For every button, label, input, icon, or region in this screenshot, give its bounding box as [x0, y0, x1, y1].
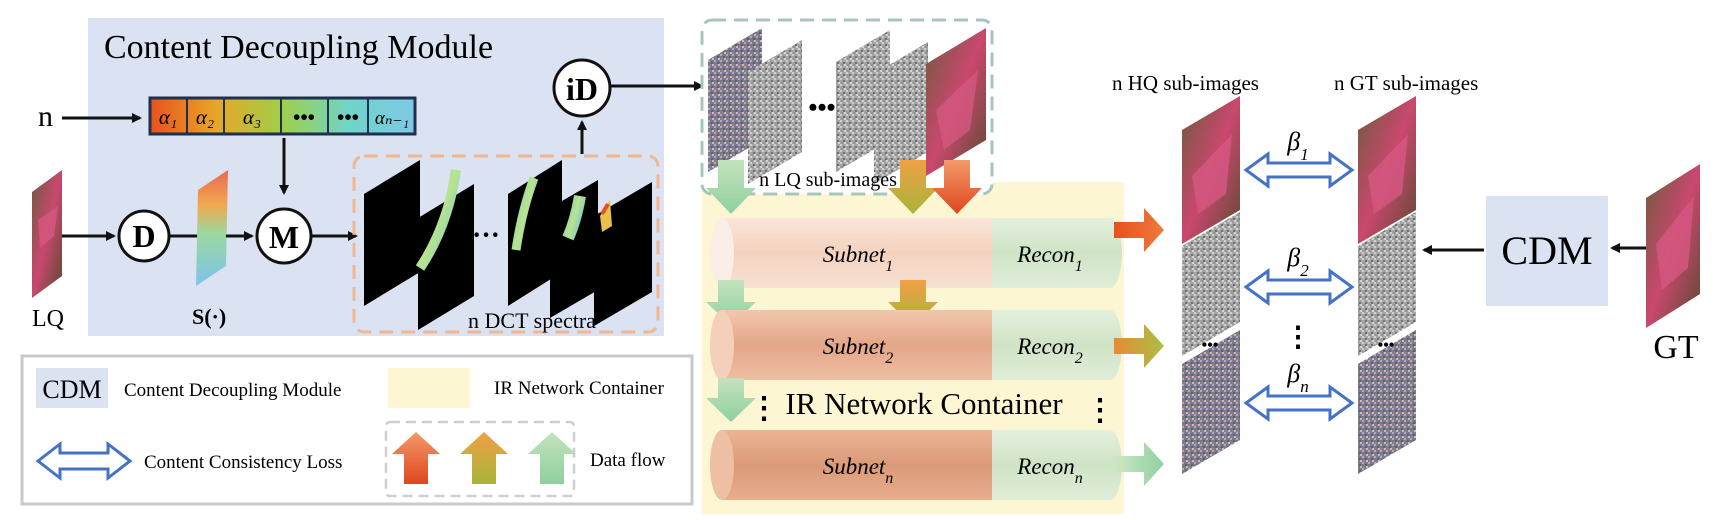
recon-1-label: Recon1: [1016, 242, 1082, 275]
subnet-row-2: Subnet2 Recon2: [710, 310, 1122, 380]
dct-spectra: [364, 160, 652, 330]
legend-cdm-swatch: [36, 368, 108, 408]
mask-operator-label: M: [269, 219, 299, 255]
alpha-cell-1: α₁: [159, 105, 177, 129]
flow-arrow-green-3: [706, 378, 756, 422]
beta-2-label: β2: [1286, 243, 1309, 280]
subnet-1-label: Subnet1: [823, 242, 894, 275]
hq-dots: •••: [1202, 337, 1219, 354]
beta-arrow-2: β2: [1243, 243, 1355, 306]
legend-loss-arrow: [35, 440, 133, 482]
alpha-cell-3: α₃: [243, 105, 261, 129]
subnet-row-n: Subnetn Reconn: [710, 430, 1122, 500]
alpha-cell-2: α₂: [196, 105, 214, 129]
dct-operator: [117, 209, 171, 263]
cdm-right-label: CDM: [1501, 228, 1592, 273]
legend-flow-text: Data flow: [590, 450, 666, 471]
beta-n-label: βn: [1286, 359, 1308, 396]
alpha-cell-4: •••: [293, 105, 315, 129]
gt-dots: •••: [1378, 337, 1395, 354]
output-arrow-red: [1114, 208, 1164, 252]
subnet-n-label: Subnetn: [823, 454, 894, 487]
beta-arrow-n: βn: [1243, 359, 1355, 422]
lq-subimages: [708, 28, 986, 184]
mask-operator: [255, 207, 313, 265]
subnet-row-1: Subnet1 Recon1: [710, 218, 1122, 288]
flow-arrow-red-1: [932, 160, 982, 214]
spectrum-map: [196, 170, 228, 286]
content-decoupling-module: Content Decoupling Module n α₁ α₂ α₃ •••…: [32, 18, 704, 336]
gt-image: [1646, 164, 1700, 328]
beta-vdots: ⋮: [1284, 322, 1312, 353]
output-comparison: n HQ sub-images n GT sub-images ••• ••• …: [1112, 71, 1700, 474]
recon-2-label: Recon2: [1016, 334, 1082, 367]
alpha-cell-6: αₙ₋₁: [375, 108, 409, 129]
legend-loss-text: Content Consistency Loss: [144, 452, 342, 473]
flow-arrow-green-1: [706, 160, 756, 214]
legend: CDM Content Decoupling Module IR Network…: [20, 354, 694, 506]
lq-subimages-dots: •••: [808, 93, 835, 122]
gt-label: GT: [1653, 329, 1699, 366]
s-label: S(·): [192, 304, 226, 329]
legend-frame: [20, 354, 694, 506]
legend-cdm-abbr: CDM: [42, 375, 101, 404]
dct-spectra-box: [352, 154, 660, 334]
dct-label: n DCT spectra: [468, 308, 596, 333]
legend-flow-box: [384, 420, 576, 498]
lq-label: LQ: [32, 306, 64, 332]
cdm-right-box: [1486, 196, 1608, 306]
legend-flow-red: [392, 432, 440, 484]
hq-subimages-label: n HQ sub-images: [1112, 71, 1259, 95]
gt-subimages: [1358, 96, 1416, 474]
dct-dots: ···: [472, 220, 500, 251]
beta-1-label: β1: [1286, 127, 1308, 164]
container-vdots-right: ⋮: [1085, 394, 1115, 427]
dct-operator-label: D: [132, 218, 155, 254]
container-title: IR Network Container: [785, 386, 1063, 421]
legend-ir-swatch: [388, 368, 470, 408]
flow-arrow-orange-1: [888, 160, 938, 214]
hq-subimages: [1182, 96, 1240, 474]
inverse-dct-operator: [552, 58, 612, 118]
inverse-dct-label: iD: [566, 71, 598, 107]
beta-arrow-1: β1: [1243, 127, 1355, 189]
ir-network-container: ••• n LQ sub-images Subnet1 Recon1 Subne…: [700, 18, 1164, 514]
legend-cdm-text: Content Decoupling Module: [124, 380, 341, 401]
cdm-title: Content Decoupling Module: [104, 29, 493, 66]
output-arrow-orange: [1114, 324, 1164, 368]
legend-flow-orange: [460, 432, 508, 484]
output-arrow-green: [1114, 442, 1164, 486]
subnet-2-label: Subnet2: [823, 334, 894, 367]
flow-arrow-orange-2: [888, 280, 938, 326]
legend-flow-green: [528, 432, 576, 484]
alpha-cell-5: •••: [337, 105, 359, 129]
container-vdots-left: ⋮: [749, 392, 779, 425]
recon-n-label: Reconn: [1016, 454, 1082, 487]
gt-subimages-label: n GT sub-images: [1334, 71, 1478, 95]
lq-subimages-label: n LQ sub-images: [759, 169, 897, 191]
legend-ir-text: IR Network Container: [494, 378, 665, 399]
n-label: n: [38, 100, 53, 133]
flow-arrow-green-2: [706, 280, 756, 326]
alpha-bar: α₁ α₂ α₃ ••• ••• αₙ₋₁: [148, 96, 417, 136]
lq-image: [32, 170, 62, 298]
